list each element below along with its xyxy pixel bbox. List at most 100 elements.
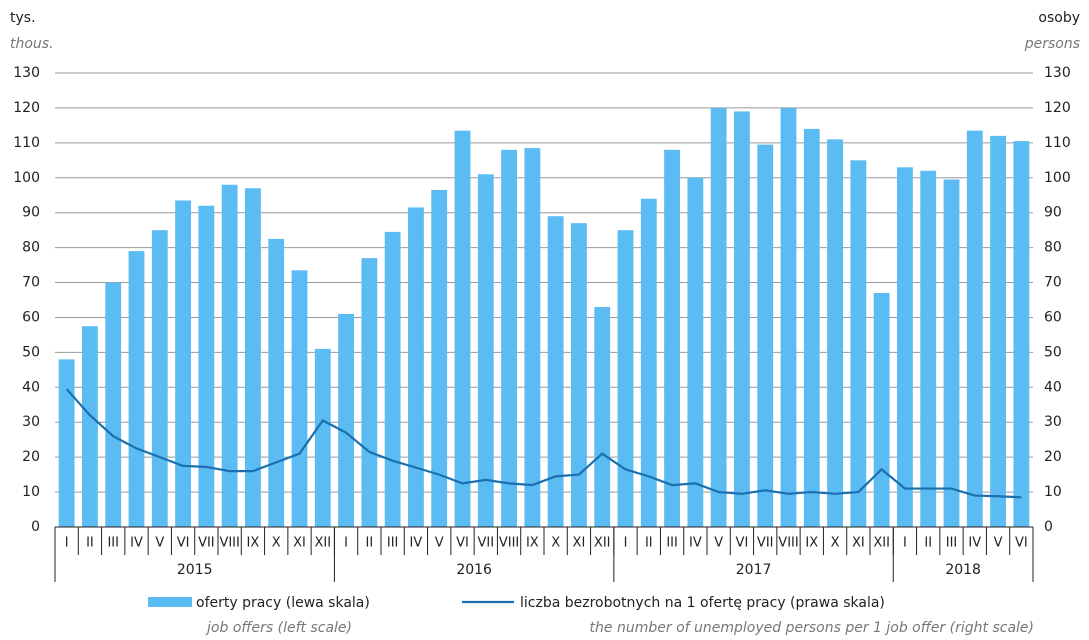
bar [780, 107, 797, 527]
bar [105, 282, 122, 527]
y2-tick-label: 90 [1044, 205, 1062, 221]
y-tick-label: 50 [22, 344, 40, 360]
x-tick-label: XI [573, 536, 586, 551]
y-tick-label: 30 [22, 414, 40, 430]
bar [221, 184, 238, 527]
x-group-label: 2017 [736, 562, 772, 578]
x-tick-label: V [155, 536, 164, 551]
line-series [65, 388, 1022, 499]
x-tick-label: III [946, 536, 958, 551]
bar [431, 189, 448, 527]
bar [524, 148, 541, 528]
bar [943, 179, 960, 527]
x-tick-label: V [435, 536, 444, 551]
bar [873, 293, 890, 527]
bar [82, 326, 98, 527]
x-tick-label: VIII [499, 536, 519, 551]
y-tick-label: 70 [22, 275, 40, 291]
x-tick-label: IX [247, 536, 260, 551]
y2-tick-label: 10 [1044, 484, 1062, 500]
x-tick-label: XI [852, 536, 865, 551]
x-tick-label: III [387, 536, 399, 551]
x-tick-label: III [107, 536, 119, 551]
y2-tick-label: 40 [1044, 379, 1062, 395]
bar [920, 170, 937, 528]
bar [966, 130, 983, 527]
x-tick-label: VI [456, 536, 469, 551]
x-tick-label: I [903, 536, 907, 551]
x-tick-label: IV [410, 536, 423, 551]
bar [501, 149, 517, 528]
x-tick-label: I [65, 536, 69, 551]
y2-tick-label: 0 [1044, 519, 1053, 535]
y2-tick-label: 60 [1044, 309, 1062, 325]
x-tick-label: XII [314, 536, 331, 551]
bar [640, 198, 657, 527]
y-tick-label: 110 [13, 135, 40, 151]
bar [687, 177, 704, 527]
x-tick-label: II [86, 536, 94, 551]
y2-tick-label: 80 [1044, 240, 1062, 256]
x-tick-label: VI [736, 536, 749, 551]
bar [454, 130, 471, 527]
x-tick-label: VI [1015, 536, 1028, 551]
x-tick-label: XII [873, 536, 890, 551]
y-tick-label: 80 [22, 240, 40, 256]
y-axis-label-en: thous. [10, 36, 54, 52]
bar [827, 139, 843, 527]
bar [175, 200, 191, 527]
y2-tick-label: 130 [1044, 65, 1071, 81]
x-tick-label: VII [757, 536, 774, 551]
x-tick-label: I [624, 536, 628, 551]
legend-label: liczba bezrobotnych na 1 ofertę pracy (p… [520, 595, 885, 611]
bar [594, 306, 611, 527]
x-tick-label: X [272, 536, 281, 551]
x-tick-label: VIII [219, 536, 239, 551]
x-tick-label: IX [526, 536, 539, 551]
y-tick-label: 40 [22, 379, 40, 395]
x-tick-label: VI [177, 536, 190, 551]
x-tick-label: IV [968, 536, 981, 551]
bar [547, 216, 564, 527]
y2-tick-label: 120 [1044, 100, 1071, 116]
bar [571, 223, 587, 527]
bar [617, 230, 634, 527]
x-group-label: 2015 [177, 562, 213, 578]
bar [990, 135, 1006, 527]
y2-tick-label: 100 [1044, 170, 1071, 186]
bar [477, 174, 494, 527]
bar [664, 149, 680, 528]
x-tick-label: II [366, 536, 374, 551]
y-tick-label: 130 [13, 65, 40, 81]
y2-tick-label: 50 [1044, 344, 1062, 360]
bar [361, 258, 378, 527]
x-group-label: 2018 [945, 562, 981, 578]
y-tick-label: 10 [22, 484, 40, 500]
x-tick-label: V [714, 536, 723, 551]
x-tick-label: I [344, 536, 348, 551]
bar [268, 238, 285, 527]
bar [314, 348, 331, 527]
bar [291, 270, 308, 527]
y2-tick-label: 20 [1044, 449, 1062, 465]
y-tick-label: 120 [13, 100, 40, 116]
legend-label-en: the number of unemployed persons per 1 j… [590, 620, 1034, 636]
y-tick-label: 0 [31, 519, 40, 535]
bar [384, 231, 401, 527]
x-tick-label: XI [293, 536, 306, 551]
x-tick-label: III [666, 536, 678, 551]
x-tick-label: X [831, 536, 840, 551]
bar [1013, 141, 1030, 527]
x-group-label: 2016 [456, 562, 492, 578]
bar [58, 359, 75, 527]
y2-tick-label: 110 [1044, 135, 1071, 151]
x-tick-label: V [994, 536, 1003, 551]
x-tick-label: VII [478, 536, 495, 551]
y-tick-label: 20 [22, 449, 40, 465]
x-tick-label: IV [130, 536, 143, 551]
x-tick-label: II [924, 536, 932, 551]
y2-axis-label-en: persons [1024, 36, 1080, 52]
bar [757, 144, 774, 528]
y2-tick-label: 30 [1044, 414, 1062, 430]
y2-tick-label: 70 [1044, 275, 1062, 291]
